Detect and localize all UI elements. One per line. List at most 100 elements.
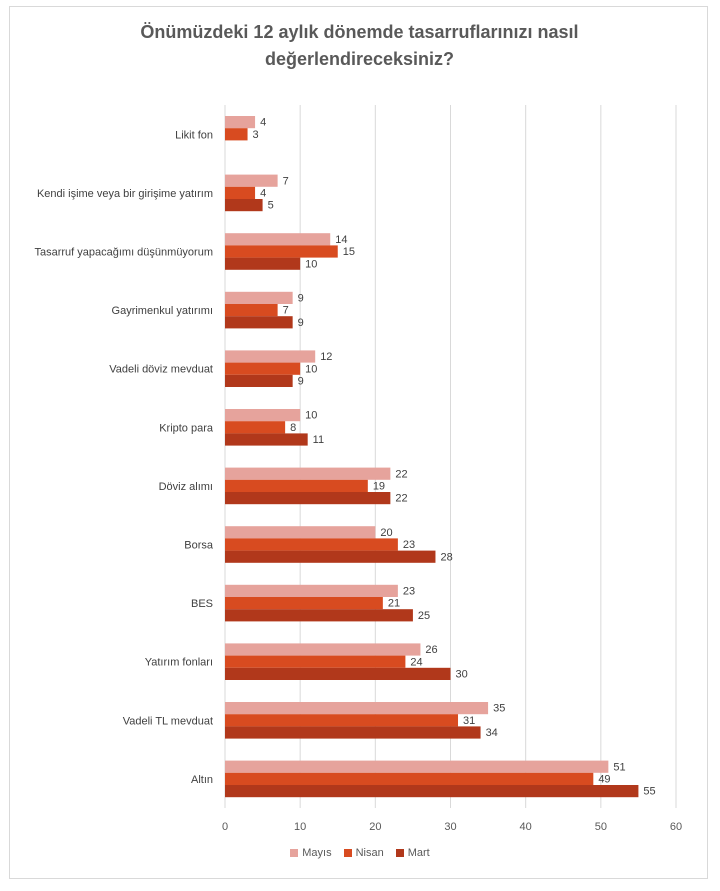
bar <box>225 492 391 505</box>
bar <box>225 421 286 434</box>
legend-swatch <box>343 849 352 857</box>
data-label: 7 <box>283 305 289 317</box>
x-tick-label: 10 <box>294 821 306 833</box>
data-label: 55 <box>643 786 655 798</box>
data-label: 28 <box>440 551 452 563</box>
data-label: 22 <box>395 493 407 505</box>
data-label: 30 <box>456 669 468 681</box>
data-label: 9 <box>298 293 304 305</box>
data-label: 14 <box>335 234 347 246</box>
data-label: 34 <box>486 727 498 739</box>
data-label: 10 <box>305 410 317 422</box>
legend-item-mayis: Mayıs <box>290 847 332 859</box>
category-label: Tasarruf yapacağımı düşünmüyorum <box>34 247 213 259</box>
bar <box>225 550 436 563</box>
data-label: 24 <box>410 656 422 668</box>
data-label: 15 <box>343 246 355 258</box>
x-tick-label: 30 <box>444 821 456 833</box>
x-tick-label: 20 <box>369 821 381 833</box>
category-label: Yatırım fonları <box>145 657 213 669</box>
data-label: 11 <box>313 434 324 446</box>
bar <box>225 362 301 375</box>
legend-label: Mart <box>407 847 430 859</box>
bar <box>225 714 459 727</box>
bar <box>225 433 308 446</box>
bar <box>225 291 293 304</box>
bar <box>225 316 293 329</box>
data-label: 19 <box>373 481 385 493</box>
data-label: 25 <box>418 610 430 622</box>
bar <box>225 609 413 622</box>
data-label: 35 <box>493 703 505 715</box>
category-label: Gayrimenkul yatırımı <box>112 305 213 317</box>
bar <box>225 538 398 551</box>
data-label: 22 <box>395 468 407 480</box>
category-label: Vadeli TL mevduat <box>123 715 213 727</box>
category-label: Borsa <box>184 540 214 552</box>
bar <box>225 526 376 539</box>
bar <box>225 257 301 270</box>
x-tick-label: 60 <box>670 821 682 833</box>
data-label: 31 <box>463 715 475 727</box>
bar <box>225 350 316 363</box>
data-label: 3 <box>253 129 259 141</box>
bar <box>225 726 481 739</box>
bar <box>225 655 406 668</box>
chart-title-line-2: değerlendireceksiniz? <box>264 49 455 69</box>
bar <box>225 116 256 129</box>
category-label: Döviz alımı <box>159 481 213 493</box>
bar <box>225 245 338 258</box>
chart-title: Önümüzdeki 12 aylık dönemde tasarrufları… <box>10 19 709 73</box>
bar <box>225 304 278 317</box>
data-label: 7 <box>283 175 289 187</box>
legend-label: Mayıs <box>302 847 332 859</box>
bar <box>225 702 489 715</box>
data-label: 9 <box>298 317 304 329</box>
data-label: 8 <box>290 422 296 434</box>
bar <box>225 772 594 785</box>
bar <box>225 409 301 422</box>
data-label: 10 <box>305 258 317 270</box>
data-label: 9 <box>298 376 304 388</box>
data-label: 20 <box>380 527 392 539</box>
category-label: Kendi işime veya bir girişime yatırım <box>37 188 213 200</box>
bar <box>225 233 331 246</box>
data-label: 49 <box>598 774 610 786</box>
category-label: Likit fon <box>175 129 213 141</box>
bar <box>225 667 451 680</box>
bar <box>225 374 293 387</box>
data-label: 5 <box>268 200 274 212</box>
data-label: 21 <box>388 598 400 610</box>
chart-title-line-1: Önümüzdeki 12 aylık dönemde tasarrufları… <box>140 22 579 42</box>
bar <box>225 186 256 199</box>
category-label: Kripto para <box>159 422 214 434</box>
category-label: Altın <box>191 774 213 786</box>
bar <box>225 584 398 597</box>
data-label: 23 <box>403 586 415 598</box>
bar <box>225 760 609 773</box>
legend-swatch <box>395 849 404 857</box>
data-label: 4 <box>260 188 266 200</box>
x-tick-label: 0 <box>222 821 228 833</box>
bar <box>225 785 639 798</box>
legend-label: Nisan <box>355 847 384 859</box>
bar <box>225 199 263 212</box>
data-label: 12 <box>320 351 332 363</box>
bar <box>225 597 383 610</box>
bar <box>225 479 368 492</box>
data-label: 4 <box>260 117 266 129</box>
data-label: 23 <box>403 539 415 551</box>
legend-item-nisan: Nisan <box>343 847 384 859</box>
bar <box>225 467 391 480</box>
category-label: BES <box>191 598 213 610</box>
data-label: 10 <box>305 363 317 375</box>
bar <box>225 643 421 656</box>
x-tick-label: 40 <box>520 821 532 833</box>
bar <box>225 174 278 187</box>
legend-item-mart: Mart <box>395 847 430 859</box>
chart-legend: Mayıs Nisan Mart <box>0 847 720 859</box>
bar <box>225 128 248 141</box>
legend-swatch <box>290 849 299 857</box>
category-label: Vadeli döviz mevduat <box>109 364 213 376</box>
